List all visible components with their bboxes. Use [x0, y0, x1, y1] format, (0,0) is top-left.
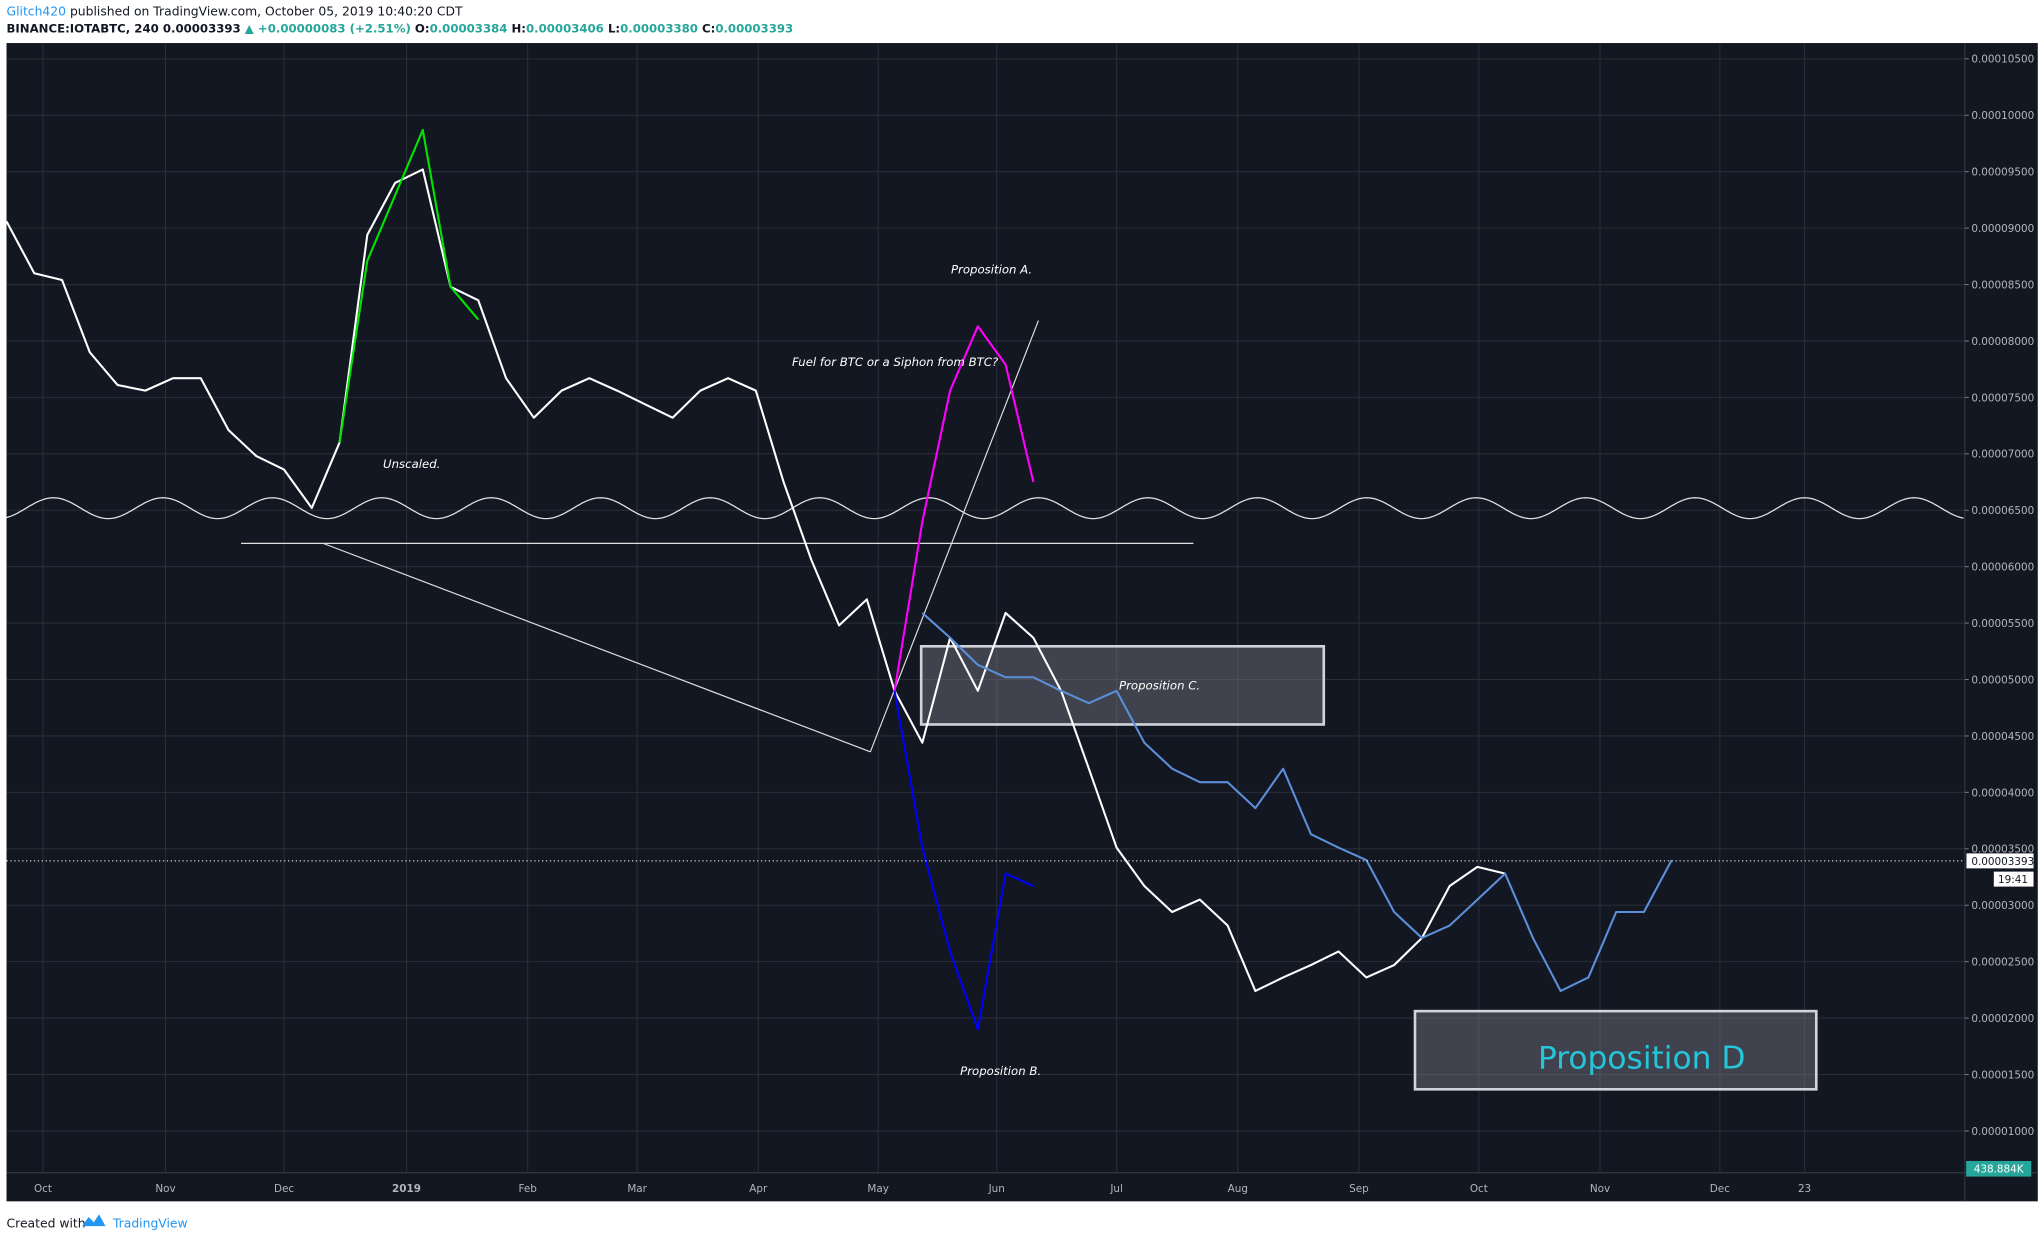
change: ▲ +0.00000083 (+2.51%) [245, 22, 411, 36]
o-label: O: [415, 22, 430, 36]
symbol-line: BINANCE:IOTABTC, 240 0.00003393 ▲ +0.000… [7, 22, 794, 36]
price-line [893, 690, 1034, 1031]
y-tick-label: 0.00002500 [1971, 957, 2034, 969]
brand[interactable]: TradingView [112, 1216, 188, 1230]
plot-area [6, 43, 1965, 1202]
annotation: Proposition B. [960, 1064, 1041, 1078]
price-tag [1965, 852, 2035, 870]
y-tick-label: 0.00001000 [1971, 1126, 2034, 1138]
x-tick-label: Sep [1349, 1183, 1369, 1195]
x-tick-label: Nov [155, 1183, 175, 1195]
y-tick-label: 0.00009500 [1971, 167, 2034, 179]
annotation: Proposition A. [951, 263, 1032, 277]
time-tag [1993, 870, 2035, 888]
o: 0.00003384 [430, 22, 508, 36]
x-tick-label: Dec [274, 1183, 294, 1195]
y-tick-label: 0.00008500 [1971, 279, 2034, 291]
time-tag-text: 19:41 [1998, 874, 2028, 886]
x-tick-label: Oct [34, 1183, 52, 1195]
drawings [6, 320, 1964, 1091]
price: 0.00003393 [163, 22, 241, 36]
x-tick-label: Mar [627, 1183, 647, 1195]
annotation: Unscaled. [383, 457, 440, 471]
x-tick-label: Dec [1710, 1183, 1730, 1195]
y-tick-label: 0.00006000 [1971, 562, 2034, 574]
y-tick-label: 0.00004000 [1971, 787, 2034, 799]
l-label: L: [608, 22, 620, 36]
sine-wave [6, 497, 1964, 520]
price-tag-text: 0.00003393 [1971, 856, 2034, 868]
grid [6, 43, 1965, 1173]
annotation: Proposition C. [1119, 678, 1200, 692]
x-tick-label: Jun [988, 1183, 1005, 1195]
created: Created with [7, 1216, 86, 1230]
x-tick-label: 2019 [392, 1183, 421, 1195]
x-tick-label: Feb [518, 1183, 537, 1195]
c-label: C: [702, 22, 715, 36]
y-tick-label: 0.00005500 [1971, 618, 2034, 630]
price-line [5, 168, 1506, 993]
h-label: H: [512, 22, 526, 36]
x-tick-label: Jul [1109, 1183, 1123, 1195]
price-line [338, 128, 480, 443]
l: 0.00003380 [620, 22, 698, 36]
y-tick-label: 0.00010000 [1971, 110, 2034, 122]
y-tick-label: 0.00004500 [1971, 731, 2034, 743]
y-tick-label: 0.00003000 [1971, 900, 2034, 912]
author[interactable]: Glitch420 [7, 5, 67, 19]
y-tick-label: 0.00005000 [1971, 674, 2034, 686]
y-tick-label: 0.00007500 [1971, 392, 2034, 404]
y-tick-label: 0.00008000 [1971, 336, 2034, 348]
annotation: Fuel for BTC or a Siphon from BTC? [792, 355, 998, 369]
volume-tag [1966, 1160, 2032, 1177]
symbol: BINANCE:IOTABTC, 240 [7, 22, 159, 36]
price-line [893, 325, 1035, 691]
y-tick-label: 0.00007000 [1971, 449, 2034, 461]
price-axis [1964, 43, 2038, 1202]
x-tick-label: Aug [1228, 1183, 1248, 1195]
trend-line [869, 320, 1039, 753]
box-d [1413, 1009, 1818, 1091]
tv-logo [82, 1214, 106, 1227]
y-tick-label: 0.00001500 [1971, 1069, 2034, 1081]
y-tick-label: 0.00003500 [1971, 844, 2034, 856]
volume-tag-text: 438.884K [1974, 1164, 2025, 1176]
y-tick-label: 0.00010500 [1971, 54, 2034, 66]
annotation: Proposition D [1538, 1040, 1745, 1076]
x-tick-label: 23 [1798, 1183, 1811, 1195]
header-line: Glitch420 published on TradingView.com, … [7, 5, 463, 19]
y-tick-label: 0.00002000 [1971, 1013, 2034, 1025]
y-tick-label: 0.00009000 [1971, 223, 2034, 235]
price-line [921, 612, 1673, 993]
x-tick-label: May [867, 1183, 889, 1195]
series [5, 128, 1673, 1031]
x-tick-label: Oct [1470, 1183, 1488, 1195]
h: 0.00003406 [526, 22, 604, 36]
trend-line [322, 542, 871, 753]
published: published on TradingView.com, October 05… [66, 5, 463, 19]
footer: Created with TradingView [7, 1216, 188, 1230]
x-tick-label: Apr [749, 1183, 768, 1195]
x-tick-label: Nov [1590, 1183, 1610, 1195]
y-tick-label: 0.00006500 [1971, 505, 2034, 517]
c: 0.00003393 [715, 22, 793, 36]
